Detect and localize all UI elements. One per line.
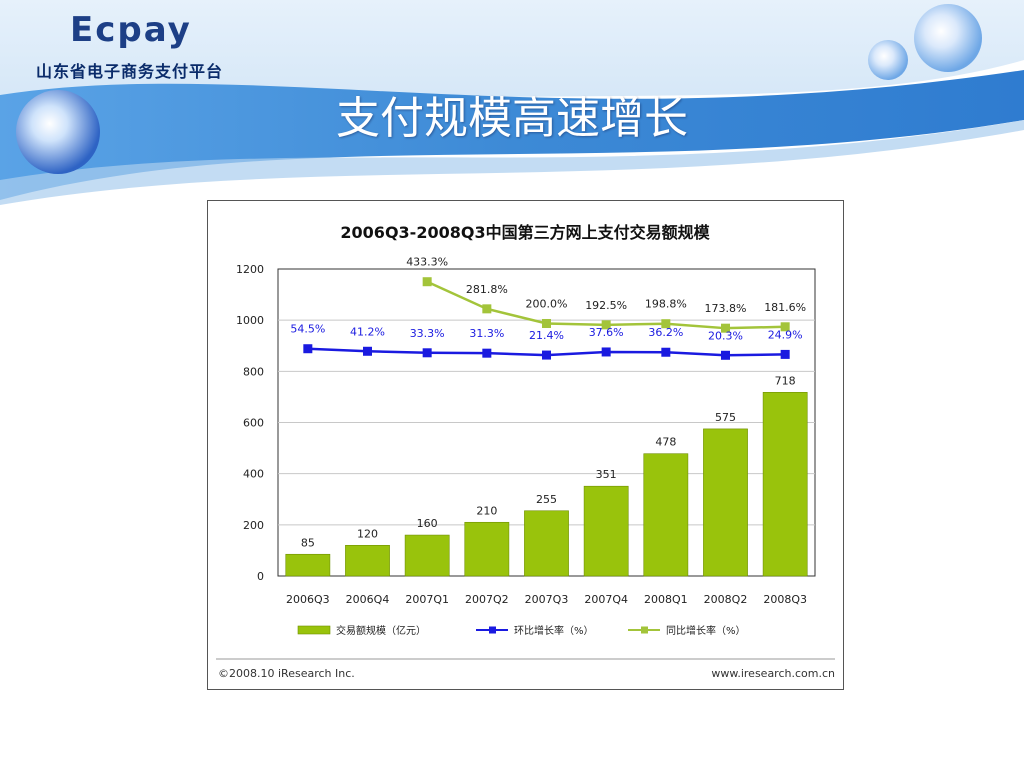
qoq-label: 54.5%	[290, 323, 325, 336]
bar-value-label: 255	[536, 493, 557, 506]
chart-frame: 2006Q3-2008Q3中国第三方网上支付交易额规模 0 200 400 600 800…	[207, 200, 844, 690]
yoy-label: 181.6%	[764, 301, 806, 314]
yoy-point	[542, 318, 551, 328]
qoq-label: 31.3%	[469, 327, 504, 340]
bar	[524, 510, 569, 577]
x-tick-label: 2008Q1	[644, 593, 688, 606]
qoq-point	[601, 347, 611, 357]
bar-value-label: 160	[417, 517, 438, 530]
x-tick-label: 2007Q1	[405, 593, 449, 606]
qoq-point	[780, 349, 790, 359]
legend-label: 环比增长率（%）	[514, 624, 594, 637]
x-tick-label: 2007Q4	[584, 593, 628, 606]
qoq-label: 20.3%	[708, 329, 743, 342]
bar	[404, 534, 450, 577]
bar-value-label: 120	[357, 527, 378, 540]
x-tick-label: 2007Q2	[465, 593, 509, 606]
legend-label: 交易额规模（亿元）	[336, 624, 426, 637]
yoy-label: 281.8%	[466, 283, 508, 296]
bar-value-label: 210	[476, 504, 497, 517]
bar-value-label: 575	[715, 411, 736, 424]
x-tick-label: 2006Q3	[286, 593, 330, 606]
qoq-label: 24.9%	[768, 328, 803, 341]
decor-orb-right-large	[914, 4, 982, 72]
y-tick-label: 1000	[236, 314, 264, 327]
yoy-label: 173.8%	[705, 302, 747, 315]
bar	[643, 453, 689, 577]
logo-text: Ecpay	[70, 10, 192, 50]
yoy-label: 200.0%	[526, 297, 568, 310]
y-tick-label: 600	[243, 417, 264, 430]
y-tick-label: 200	[243, 519, 264, 532]
bar	[464, 521, 510, 577]
qoq-label: 41.2%	[350, 325, 385, 338]
legend-label: 同比增长率（%）	[666, 624, 746, 637]
bar	[285, 553, 331, 577]
y-tick-label: 400	[243, 468, 264, 481]
qoq-point	[661, 347, 671, 357]
bar-value-label: 718	[775, 374, 796, 387]
decor-orb-right-small	[868, 40, 908, 80]
bar-value-label: 478	[655, 436, 676, 449]
chart-title: 2006Q3-2008Q3中国第三方网上支付交易额规模	[340, 223, 710, 242]
logo-subtitle: 山东省电子商务支付平台	[36, 62, 224, 81]
yoy-point	[601, 320, 611, 330]
qoq-label: 37.6%	[589, 326, 624, 339]
bar	[703, 428, 748, 577]
bar	[345, 544, 390, 577]
legend-swatch-bar	[297, 625, 331, 635]
yoy-label: 192.5%	[585, 299, 627, 312]
legend-marker-qoq	[489, 626, 496, 634]
bar-value-label: 85	[301, 536, 315, 549]
y-tick-label: 1200	[236, 263, 264, 276]
qoq-label: 33.3%	[410, 327, 445, 340]
slide-title: 支付规模高速增长	[336, 93, 688, 144]
y-tick-label: 800	[243, 365, 264, 378]
footer-left: ©2008.10 iResearch Inc.	[218, 667, 355, 680]
x-tick-label: 2006Q4	[346, 593, 390, 606]
y-tick-label: 0	[257, 570, 264, 583]
chart: 2006Q3-2008Q3中国第三方网上支付交易额规模 0 200 400 600 800…	[216, 223, 835, 680]
decor-orb-left	[16, 90, 100, 174]
x-tick-label: 2008Q2	[704, 593, 748, 606]
footer-right: www.iresearch.com.cn	[711, 667, 835, 680]
x-tick-label: 2007Q3	[525, 593, 569, 606]
header-background	[0, 0, 1024, 220]
yoy-label: 433.3%	[406, 256, 448, 269]
yoy-point	[482, 304, 492, 314]
qoq-point	[542, 350, 551, 360]
yoy-point	[780, 322, 790, 332]
qoq-label: 36.2%	[648, 326, 683, 339]
x-tick-label: 2008Q3	[763, 593, 807, 606]
qoq-label: 21.4%	[529, 329, 564, 342]
qoq-point	[482, 348, 492, 358]
legend-marker-yoy	[641, 626, 648, 634]
qoq-point	[721, 350, 730, 360]
yoy-label: 198.8%	[645, 298, 687, 311]
bar-value-label: 351	[596, 468, 617, 481]
bar	[762, 392, 808, 577]
yoy-point	[721, 323, 730, 333]
yoy-point	[661, 319, 671, 329]
qoq-point	[303, 344, 313, 354]
bar	[583, 485, 629, 577]
qoq-point	[363, 346, 372, 356]
yoy-point	[422, 277, 432, 287]
qoq-point	[422, 348, 432, 358]
